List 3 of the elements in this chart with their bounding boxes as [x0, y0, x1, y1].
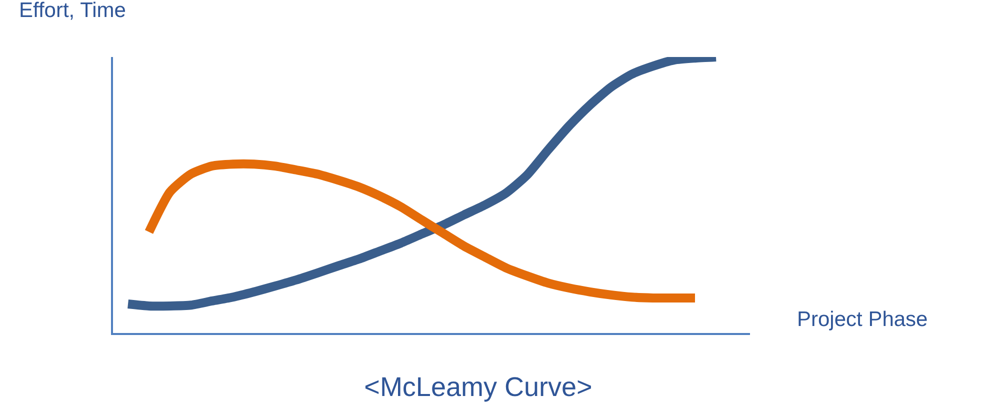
y-axis-title: Effort, Time — [19, 0, 126, 22]
x-axis-title: Project Phase — [797, 308, 928, 331]
text: <McLeamy Curve> — [364, 372, 592, 402]
